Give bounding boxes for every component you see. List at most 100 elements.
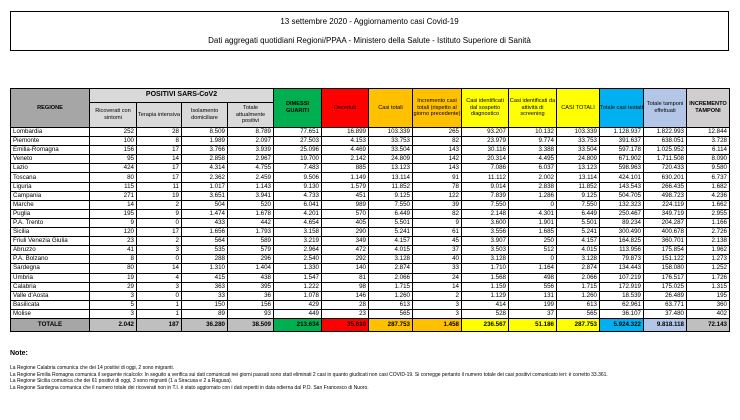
header-positivi-group: POSITIVI SARS-CoV2 bbox=[89, 88, 274, 103]
value-cell: 6.449 bbox=[368, 208, 413, 219]
value-cell: 24 bbox=[412, 272, 462, 283]
value-cell: 360 bbox=[686, 299, 730, 310]
value-cell: 19 bbox=[136, 190, 182, 201]
value-cell: 1.128.937 bbox=[599, 126, 644, 138]
value-cell: 236.567 bbox=[461, 317, 509, 332]
value-cell: 1.547 bbox=[273, 272, 322, 283]
value-cell: 3.128 bbox=[461, 254, 509, 265]
value-cell: 0 bbox=[136, 254, 182, 265]
value-cell: 2.964 bbox=[273, 245, 322, 256]
region-name-cell: Piemonte bbox=[10, 136, 90, 147]
table-row: Lazio 424 17 4.314 4.755 7.483 885 13.123 143 7.0… bbox=[10, 163, 730, 174]
value-cell: 5.241 bbox=[556, 227, 600, 238]
value-cell: 2.838 bbox=[508, 181, 557, 192]
value-cell: 504 bbox=[181, 199, 228, 210]
value-cell: 2.726 bbox=[686, 227, 730, 238]
value-cell: 7.086 bbox=[461, 163, 509, 174]
value-cell: 81 bbox=[321, 272, 369, 283]
value-cell: 3.158 bbox=[273, 227, 322, 238]
value-cell: 9.014 bbox=[461, 181, 509, 192]
value-cell: 504.705 bbox=[599, 190, 644, 201]
value-cell: 143 bbox=[412, 145, 462, 156]
value-cell: 1.474 bbox=[181, 208, 228, 219]
region-name-cell: Lombardia bbox=[10, 126, 90, 138]
value-cell: 3 bbox=[89, 308, 137, 319]
header-casi-totali-2: CASI TOTALI bbox=[556, 88, 600, 128]
value-cell: 224.119 bbox=[643, 199, 687, 210]
value-cell: 80 bbox=[89, 263, 137, 274]
value-cell: 472 bbox=[321, 245, 369, 256]
header-testati: Totale casi testati bbox=[599, 88, 644, 128]
value-cell: 41 bbox=[89, 245, 137, 256]
header-totale-positivi: Totale attualmente positivi bbox=[227, 102, 274, 128]
value-cell: 13.123 bbox=[556, 163, 600, 174]
report-title-box: 13 settembre 2020 - Aggiornamento casi C… bbox=[10, 11, 729, 51]
value-cell: 4.157 bbox=[556, 236, 600, 247]
value-cell: 2.142 bbox=[321, 154, 369, 165]
value-cell: 9.125 bbox=[556, 190, 600, 201]
header-dimessi: DIMESSI GUARITI bbox=[273, 88, 322, 128]
value-cell: 1.310 bbox=[181, 263, 228, 274]
value-cell: 51.186 bbox=[508, 317, 557, 332]
value-cell: 300.490 bbox=[599, 227, 644, 238]
value-cell: 3.766 bbox=[181, 145, 228, 156]
region-name-cell: Basilicata bbox=[10, 299, 90, 310]
value-cell: 7.483 bbox=[273, 163, 322, 174]
value-cell: 360.701 bbox=[643, 236, 687, 247]
value-cell: 1.678 bbox=[227, 208, 274, 219]
value-cell: 1.222 bbox=[273, 281, 322, 292]
value-cell: 4.236 bbox=[686, 190, 730, 201]
value-cell: 2.097 bbox=[227, 136, 274, 147]
region-name-cell: Abruzzo bbox=[10, 245, 90, 256]
region-name-cell: Friuli Venezia Giulia bbox=[10, 236, 90, 247]
value-cell: 8 bbox=[136, 136, 182, 147]
value-cell: 402 bbox=[686, 308, 730, 319]
value-cell: 1.404 bbox=[227, 263, 274, 274]
value-cell: 1.682 bbox=[686, 181, 730, 192]
value-cell: 27.503 bbox=[273, 136, 322, 147]
table-row: Marche 14 2 504 520 6.041 989 7.550 39 7.550 0 7.55… bbox=[10, 199, 730, 210]
value-cell: 95 bbox=[89, 154, 137, 165]
value-cell: 39 bbox=[412, 199, 462, 210]
table-row: Lombardia 252 28 8.509 8.789 77.651 16.899 103.… bbox=[10, 126, 730, 138]
value-cell: 107.219 bbox=[599, 272, 644, 283]
value-cell: 9 bbox=[89, 217, 137, 229]
value-cell: 5 bbox=[89, 299, 137, 310]
note-line: La Regione Sicilia comunica che dei 61 p… bbox=[10, 378, 233, 384]
value-cell: 265 bbox=[412, 126, 462, 138]
value-cell: 8.789 bbox=[227, 126, 274, 138]
value-cell: 1 bbox=[136, 308, 182, 319]
value-cell: 4.301 bbox=[508, 208, 557, 219]
value-cell: 19.700 bbox=[273, 154, 322, 165]
value-cell: 1.458 bbox=[412, 317, 462, 332]
value-cell: 3.941 bbox=[227, 190, 274, 201]
value-cell: 1.989 bbox=[181, 136, 228, 147]
region-name-cell: P.A. Bolzano bbox=[10, 254, 90, 265]
value-cell: 26.489 bbox=[643, 290, 687, 301]
value-cell: 11.852 bbox=[368, 181, 413, 192]
value-cell: 1.273 bbox=[686, 254, 730, 265]
value-cell: 2.042 bbox=[89, 317, 137, 332]
value-cell: 146 bbox=[321, 290, 369, 301]
value-cell: 175.025 bbox=[643, 281, 687, 292]
note-line: La Regione Calabria comunica che dei 14 … bbox=[10, 365, 174, 371]
region-name-cell: Marche bbox=[10, 199, 90, 210]
value-cell: 8.090 bbox=[686, 154, 730, 165]
value-cell: 528 bbox=[461, 308, 509, 319]
value-cell: 5.501 bbox=[368, 217, 413, 229]
value-cell: 9 bbox=[136, 208, 182, 219]
value-cell: 13.114 bbox=[368, 172, 413, 183]
region-name-cell: P.A. Trento bbox=[10, 217, 90, 229]
value-cell: 3 bbox=[89, 290, 137, 301]
value-cell: 4.314 bbox=[181, 163, 228, 174]
value-cell: 2.148 bbox=[461, 208, 509, 219]
value-cell: 2.540 bbox=[273, 254, 322, 265]
value-cell: 1.159 bbox=[461, 281, 509, 292]
value-cell: 3.651 bbox=[181, 190, 228, 201]
value-cell: 451 bbox=[321, 190, 369, 201]
header-screening: Casi identificati da attività di screeni… bbox=[508, 88, 557, 128]
value-cell: 0 bbox=[508, 199, 557, 210]
value-cell: 9.774 bbox=[508, 136, 557, 147]
note-line: La Regione Sardegna comunica che il nume… bbox=[10, 384, 369, 391]
value-cell: 597.178 bbox=[599, 145, 644, 156]
